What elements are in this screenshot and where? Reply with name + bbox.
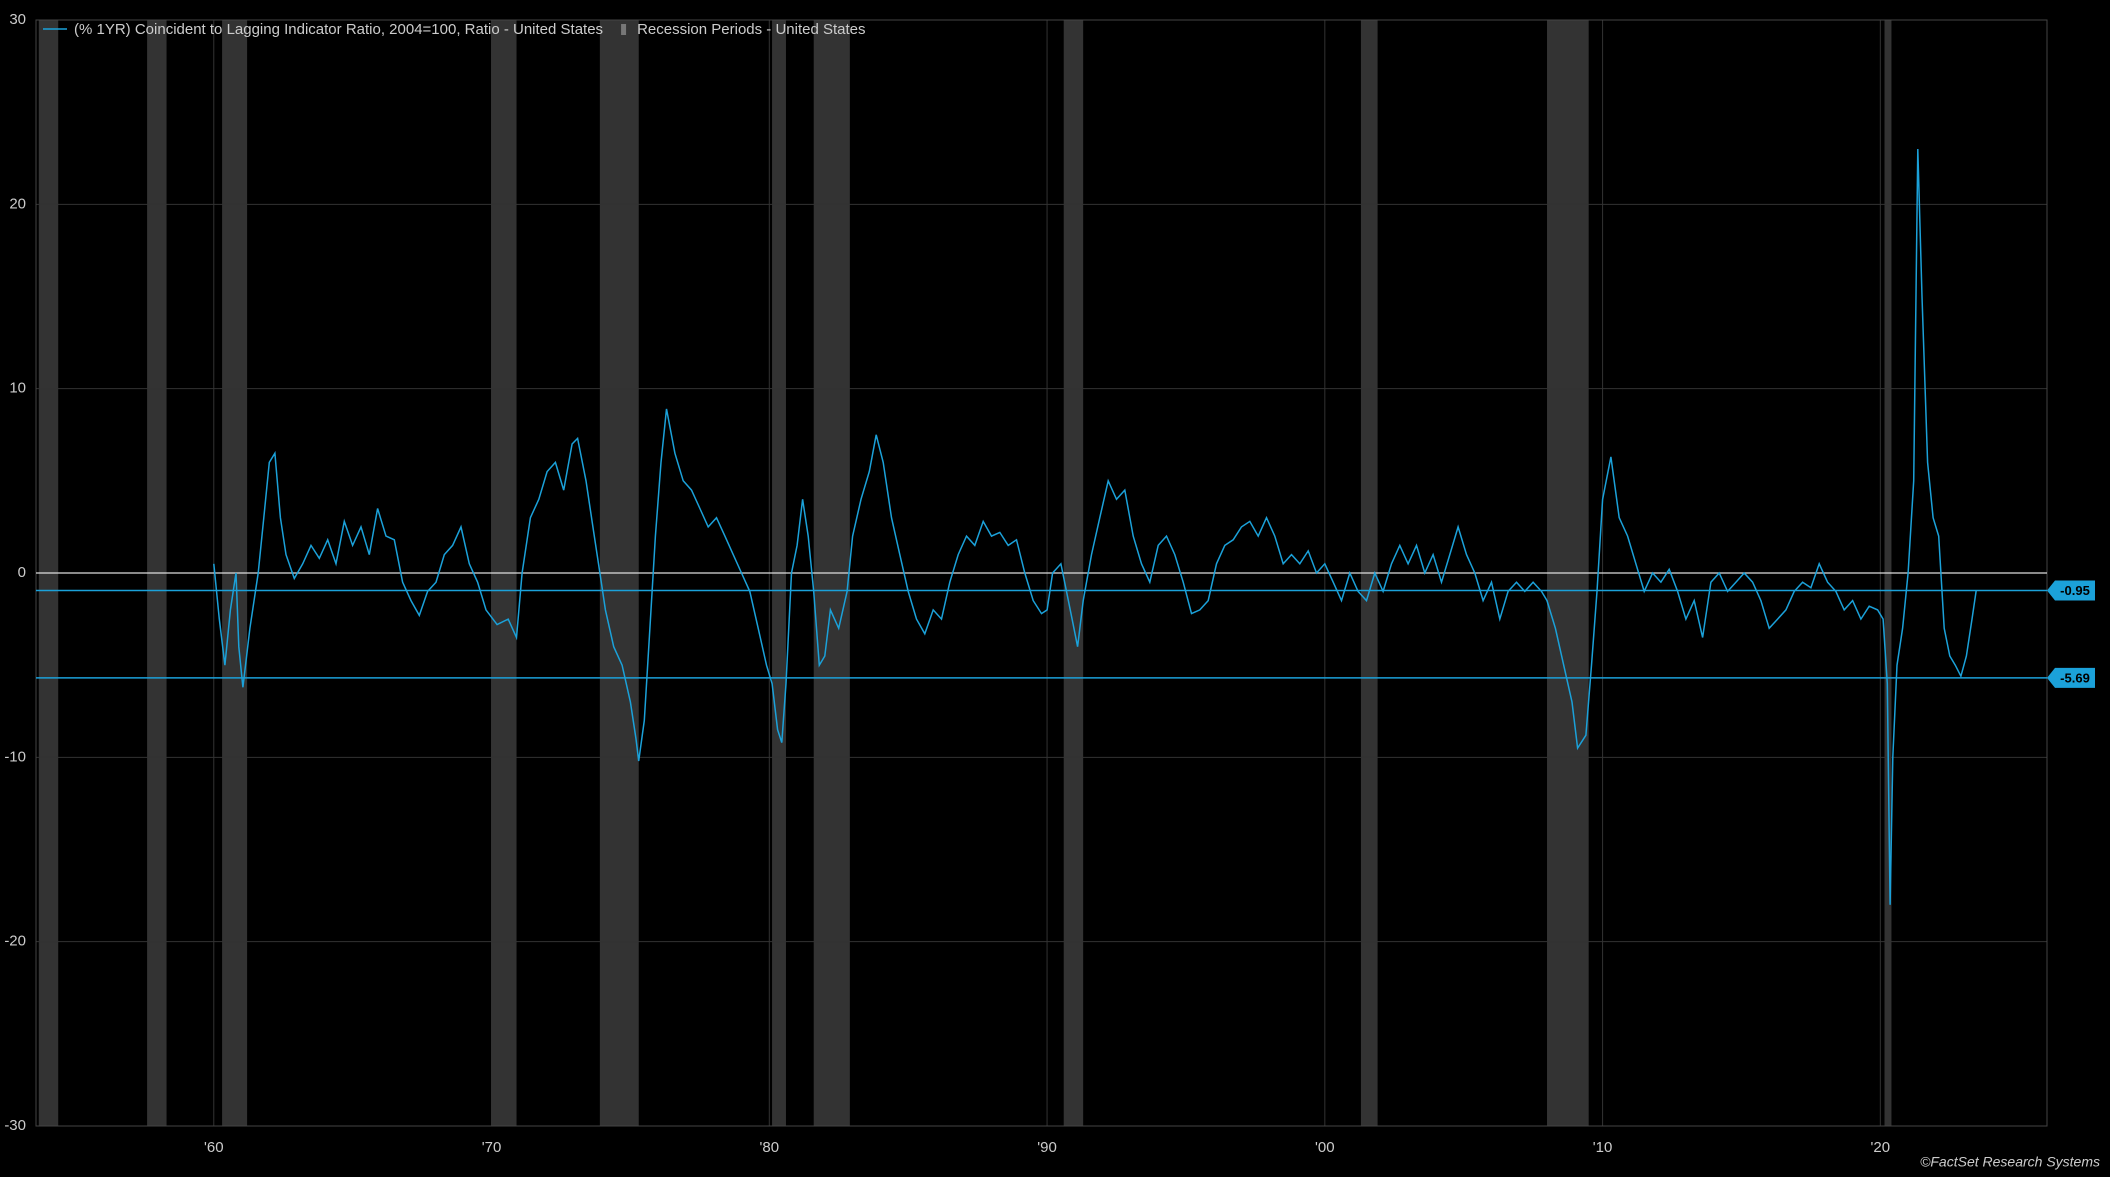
x-tick-label: '80 — [760, 1139, 780, 1156]
y-tick-label: -10 — [4, 748, 26, 765]
legend-label: (% 1YR) Coincident to Lagging Indicator … — [74, 21, 603, 38]
y-tick-label: -20 — [4, 933, 26, 950]
x-tick-label: '10 — [1593, 1139, 1613, 1156]
legend-label: Recession Periods - United States — [637, 21, 865, 38]
x-tick-label: '20 — [1871, 1139, 1891, 1156]
y-tick-label: 0 — [18, 564, 26, 581]
y-tick-label: -30 — [4, 1117, 26, 1134]
y-tick-label: 20 — [9, 195, 26, 212]
reference-tag — [2047, 580, 2095, 601]
y-tick-label: 10 — [9, 380, 26, 397]
x-tick-label: '70 — [482, 1139, 502, 1156]
y-tick-label: 30 — [9, 11, 26, 28]
reference-label: -5.69 — [2060, 670, 2090, 685]
source-note: ©FactSet Research Systems — [1920, 1154, 2100, 1170]
reference-tag — [2047, 667, 2095, 688]
legend-swatch — [621, 24, 627, 35]
reference-label: -0.95 — [2060, 583, 2090, 598]
series-line — [213, 148, 1977, 905]
x-tick-label: '60 — [204, 1139, 224, 1156]
x-tick-label: '90 — [1037, 1139, 1057, 1156]
x-tick-label: '00 — [1315, 1139, 1335, 1156]
